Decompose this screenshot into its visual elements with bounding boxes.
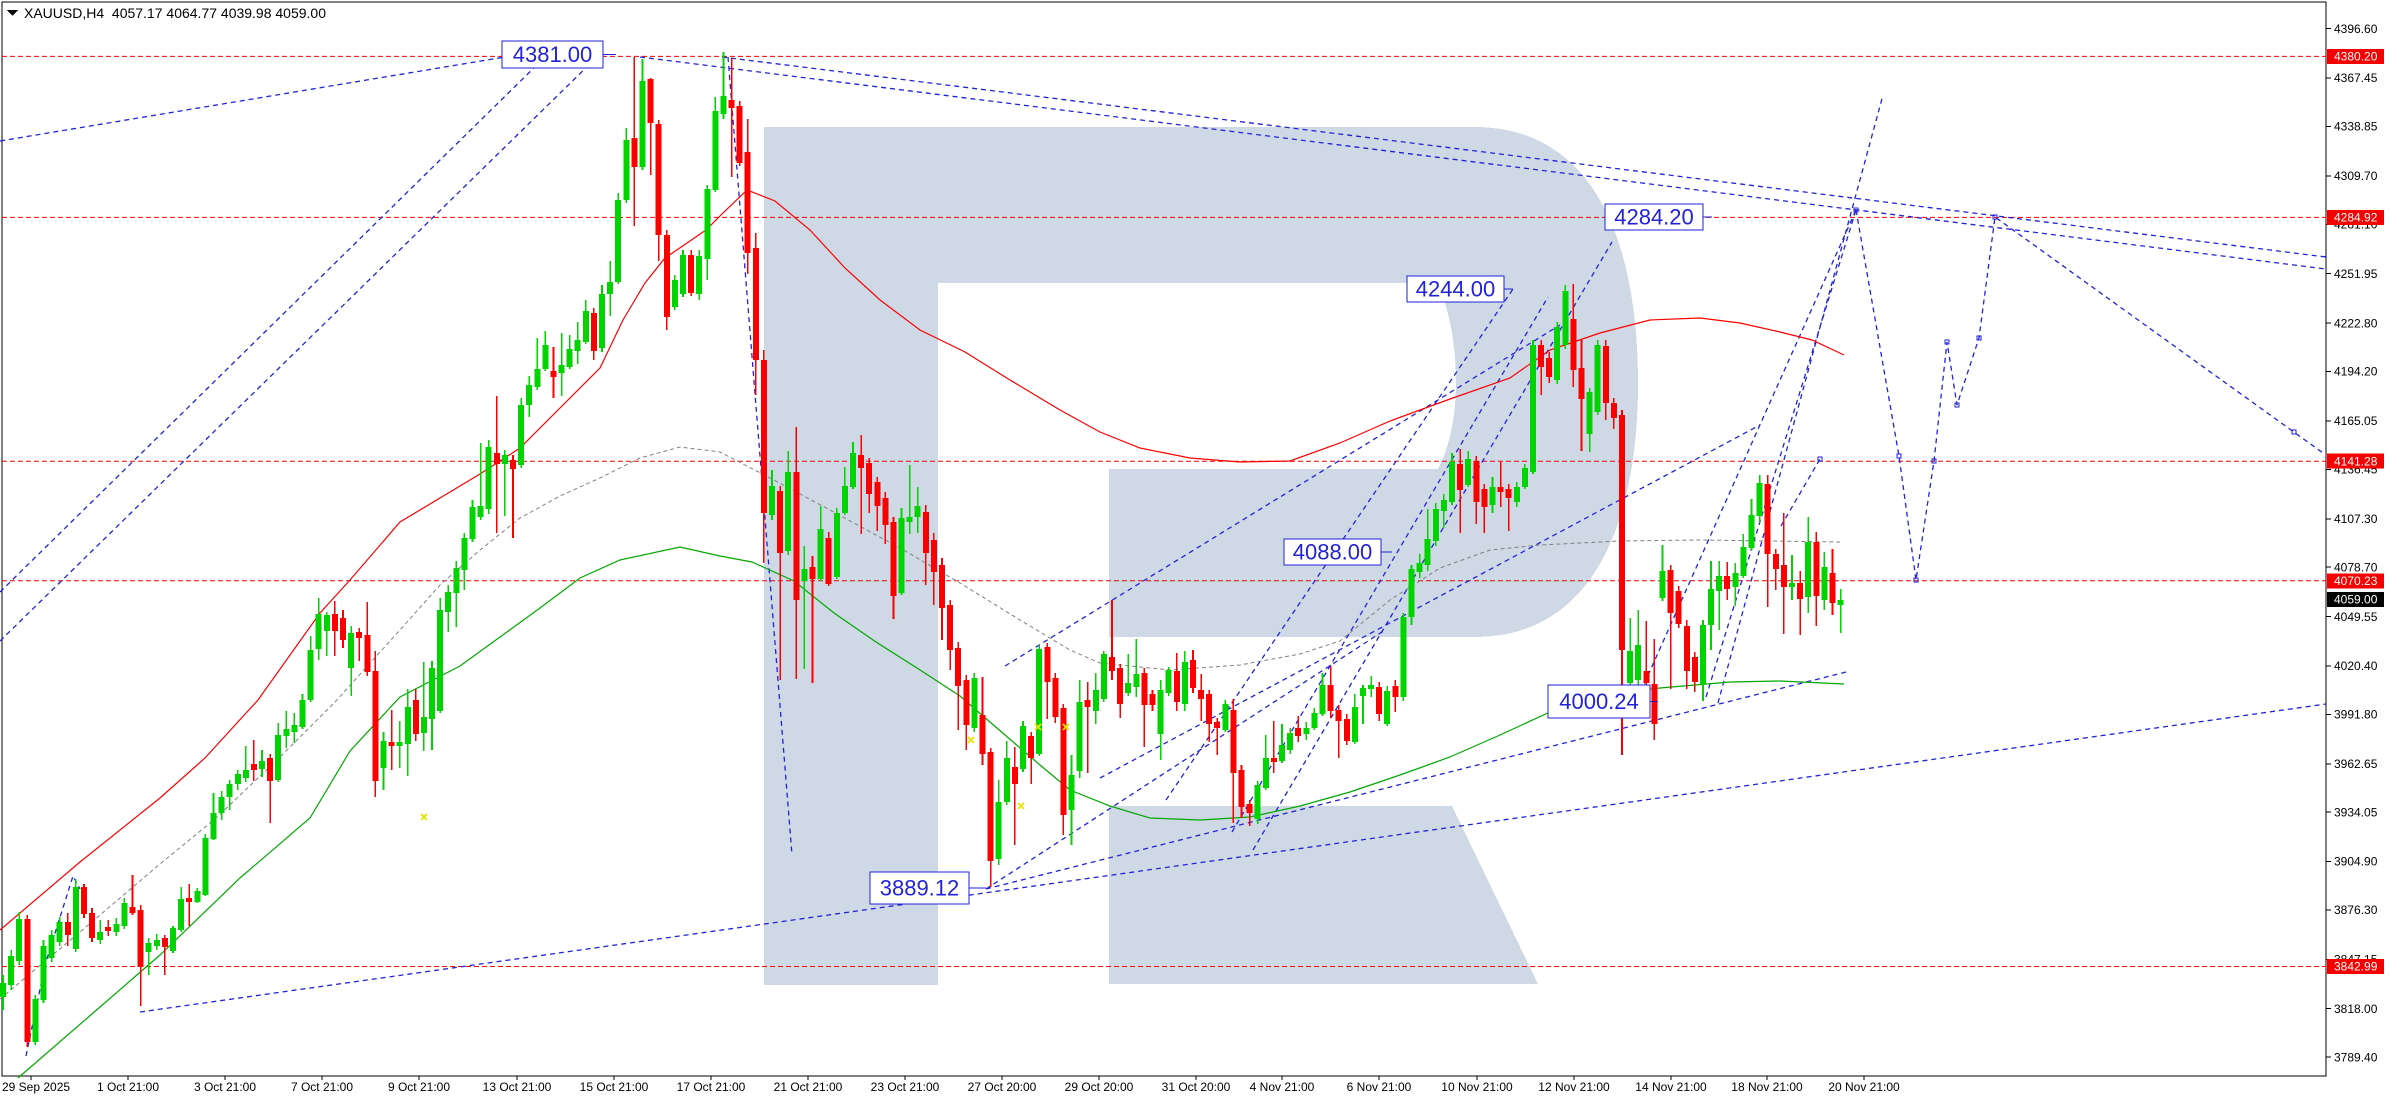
svg-text:4194.20: 4194.20 [2334,365,2378,379]
svg-text:XAUUSD,H4 4057.17 4064.77 403: XAUUSD,H4 4057.17 4064.77 4039.98 4059.0… [24,5,326,21]
svg-text:23 Oct 21:00: 23 Oct 21:00 [871,1080,940,1094]
svg-text:4000.24: 4000.24 [1559,689,1639,714]
svg-text:4107.30: 4107.30 [2334,512,2378,526]
svg-text:31 Oct 20:00: 31 Oct 20:00 [1162,1080,1231,1094]
svg-text:3904.90: 3904.90 [2334,855,2378,869]
svg-text:12 Nov 21:00: 12 Nov 21:00 [1538,1080,1610,1094]
svg-text:4049.55: 4049.55 [2334,610,2378,624]
svg-text:4367.45: 4367.45 [2334,71,2378,85]
svg-text:15 Oct 21:00: 15 Oct 21:00 [580,1080,649,1094]
svg-text:27 Oct 20:00: 27 Oct 20:00 [968,1080,1037,1094]
svg-text:9 Oct 21:00: 9 Oct 21:00 [388,1080,450,1094]
svg-text:3842.99: 3842.99 [2334,960,2378,974]
svg-text:4309.70: 4309.70 [2334,169,2378,183]
svg-text:4396.60: 4396.60 [2334,22,2378,36]
svg-text:4338.85: 4338.85 [2334,120,2378,134]
svg-text:4088.00: 4088.00 [1293,540,1373,565]
svg-text:18 Nov 21:00: 18 Nov 21:00 [1731,1080,1803,1094]
svg-text:4251.95: 4251.95 [2334,267,2378,281]
svg-text:3789.40: 3789.40 [2334,1050,2378,1064]
svg-text:4381.00: 4381.00 [513,42,593,67]
svg-text:29 Oct 20:00: 29 Oct 20:00 [1065,1080,1134,1094]
svg-text:13 Oct 21:00: 13 Oct 21:00 [483,1080,552,1094]
svg-text:3 Oct 21:00: 3 Oct 21:00 [194,1080,256,1094]
svg-text:6 Nov 21:00: 6 Nov 21:00 [1347,1080,1412,1094]
svg-text:14 Nov 21:00: 14 Nov 21:00 [1635,1080,1707,1094]
svg-text:4141.28: 4141.28 [2334,454,2378,468]
svg-text:4244.00: 4244.00 [1416,277,1496,302]
svg-text:21 Oct 21:00: 21 Oct 21:00 [774,1080,843,1094]
svg-text:3934.05: 3934.05 [2334,805,2378,819]
svg-text:4020.40: 4020.40 [2334,659,2378,673]
svg-text:17 Oct 21:00: 17 Oct 21:00 [677,1080,746,1094]
svg-text:4059.00: 4059.00 [2334,593,2378,607]
svg-text:3876.30: 3876.30 [2334,903,2378,917]
svg-text:4222.80: 4222.80 [2334,316,2378,330]
svg-text:20 Nov 21:00: 20 Nov 21:00 [1828,1080,1900,1094]
svg-text:3991.80: 3991.80 [2334,708,2378,722]
svg-text:4284.20: 4284.20 [1614,205,1694,230]
svg-text:3962.65: 3962.65 [2334,757,2378,771]
svg-text:4070.23: 4070.23 [2334,574,2378,588]
svg-text:4078.70: 4078.70 [2334,560,2378,574]
svg-text:3818.00: 3818.00 [2334,1002,2378,1016]
svg-text:4380.20: 4380.20 [2334,50,2378,64]
svg-text:10 Nov 21:00: 10 Nov 21:00 [1441,1080,1513,1094]
svg-text:4284.92: 4284.92 [2334,211,2378,225]
svg-text:1 Oct 21:00: 1 Oct 21:00 [97,1080,159,1094]
svg-text:4 Nov 21:00: 4 Nov 21:00 [1250,1080,1315,1094]
svg-text:4165.05: 4165.05 [2334,414,2378,428]
svg-text:3889.12: 3889.12 [880,876,960,901]
svg-text:29 Sep 2025: 29 Sep 2025 [2,1080,70,1094]
svg-text:7 Oct 21:00: 7 Oct 21:00 [291,1080,353,1094]
